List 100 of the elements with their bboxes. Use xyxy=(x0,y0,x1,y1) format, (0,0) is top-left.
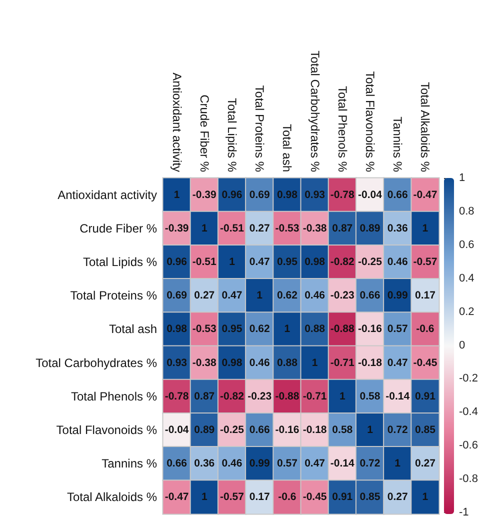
color-bar-label: 0.4 xyxy=(459,272,474,284)
data-label: 1 xyxy=(229,256,236,268)
data-label: -0.38 xyxy=(192,356,217,369)
data-label: 0.69 xyxy=(249,188,270,201)
data-label: 0.88 xyxy=(276,356,298,369)
color-bar-label: 1 xyxy=(459,172,466,184)
x-tick-label: Total Proteins % xyxy=(252,85,267,172)
data-label: -0.47 xyxy=(164,491,189,504)
data-label: 1 xyxy=(256,290,263,302)
data-label: -0.82 xyxy=(220,390,244,402)
data-label: 1 xyxy=(201,491,208,504)
data-label: -0.25 xyxy=(358,256,382,268)
data-label: 0.27 xyxy=(194,290,215,302)
data-label: 0.27 xyxy=(249,222,270,234)
data-label: -0.45 xyxy=(413,356,438,369)
data-label: -0.53 xyxy=(275,222,300,234)
data-label: -0.38 xyxy=(302,222,327,234)
data-label: -0.16 xyxy=(358,323,382,336)
x-tick-label: Total ash xyxy=(280,124,294,172)
color-bar-label: 0.8 xyxy=(459,205,474,218)
data-label: 1 xyxy=(422,222,428,234)
data-label: 0.85 xyxy=(414,424,436,436)
data-label: 0.66 xyxy=(387,188,408,201)
data-label: -0.16 xyxy=(275,424,300,436)
data-label: -0.14 xyxy=(330,458,355,470)
x-tick-label: Total Lipids % xyxy=(225,98,239,172)
data-label: 0.17 xyxy=(249,491,270,504)
data-label: 0.95 xyxy=(222,323,242,336)
data-label: 0.66 xyxy=(360,290,380,302)
data-label: 0.96 xyxy=(222,188,242,201)
x-tick-label: Total Carbohydrates % xyxy=(308,50,322,172)
x-tick-label: Total Phenols % xyxy=(335,86,350,172)
data-label: 0.58 xyxy=(332,424,353,436)
x-tick-label: Total Alkaloids % xyxy=(418,82,432,172)
data-label: 0.87 xyxy=(332,222,353,234)
data-label: 1 xyxy=(339,390,346,402)
data-label: 0.62 xyxy=(249,323,270,336)
color-bar-label: 0.6 xyxy=(459,238,474,251)
data-label: 0.57 xyxy=(276,458,298,470)
data-label: 0.93 xyxy=(304,188,326,201)
data-label: 0.27 xyxy=(387,491,408,504)
data-label: 0.98 xyxy=(166,323,188,336)
data-label: -0.57 xyxy=(220,491,244,504)
x-tick-label: Tannins % xyxy=(390,116,405,172)
y-tick-label: Antioxidant activity xyxy=(58,188,157,202)
data-label: 1 xyxy=(312,356,318,369)
data-label: 0.66 xyxy=(166,458,188,470)
y-tick-label: Total ash xyxy=(108,322,157,336)
data-label: -0.57 xyxy=(413,256,438,268)
y-tick-label: Total Phenols % xyxy=(70,389,158,404)
data-label: -0.23 xyxy=(330,290,355,302)
y-tick-label: Total Alkaloids % xyxy=(66,490,158,504)
data-label: -0.04 xyxy=(358,188,382,201)
data-label: -0.71 xyxy=(302,390,327,402)
data-label: 0.89 xyxy=(194,424,215,436)
data-label: -0.82 xyxy=(330,256,355,268)
data-label: 0.46 xyxy=(387,256,408,268)
data-label: -0.88 xyxy=(275,390,300,402)
data-label: 0.47 xyxy=(249,256,270,268)
x-tick-label: Total Flavonoids % xyxy=(363,71,377,172)
data-label: 0.85 xyxy=(360,491,380,504)
y-tick-label: Total Flavonoids % xyxy=(56,423,158,437)
data-label: 0.46 xyxy=(222,458,242,470)
y-tick-label: Crude Fiber % xyxy=(80,221,158,236)
data-label: -0.45 xyxy=(302,491,327,504)
data-label: -0.51 xyxy=(192,256,217,268)
color-bar-label: -0.6 xyxy=(459,440,478,452)
data-label: 0.91 xyxy=(332,491,353,504)
data-label: -0.18 xyxy=(302,424,327,436)
data-label: 0.99 xyxy=(387,290,408,302)
data-label: 0.87 xyxy=(194,390,215,402)
data-label: -0.6 xyxy=(278,491,296,504)
data-label: 0.47 xyxy=(222,290,242,302)
data-label: -0.78 xyxy=(330,188,355,201)
data-label: 0.69 xyxy=(166,290,188,302)
y-tick-label: Total Lipids % xyxy=(82,255,158,269)
data-label: -0.51 xyxy=(220,222,244,234)
data-label: 0.27 xyxy=(414,458,436,470)
data-label: 0.36 xyxy=(387,222,408,234)
data-label: 0.36 xyxy=(194,458,215,470)
data-label: 1 xyxy=(422,491,428,504)
data-label: -0.39 xyxy=(192,188,217,201)
data-label: 0.91 xyxy=(414,390,436,402)
data-label: 0.62 xyxy=(276,290,298,302)
data-label: -0.6 xyxy=(416,323,434,336)
y-tick-label: Total Proteins % xyxy=(70,288,158,303)
data-label: 1 xyxy=(201,222,208,234)
data-label: -0.53 xyxy=(192,323,217,336)
data-label: 0.17 xyxy=(414,290,436,302)
color-bar-label: -0.8 xyxy=(459,473,478,486)
data-label: 0.98 xyxy=(304,256,326,268)
data-label: -0.47 xyxy=(413,188,438,201)
data-label: -0.71 xyxy=(330,356,355,369)
data-label: 0.66 xyxy=(249,424,270,436)
data-label: 1 xyxy=(284,323,290,336)
data-label: 0.99 xyxy=(249,458,270,470)
data-label: -0.25 xyxy=(220,424,244,436)
data-label: 0.98 xyxy=(222,356,242,369)
data-label: 0.72 xyxy=(360,458,380,470)
y-tick-label: Total Carbohydrates % xyxy=(36,356,158,370)
